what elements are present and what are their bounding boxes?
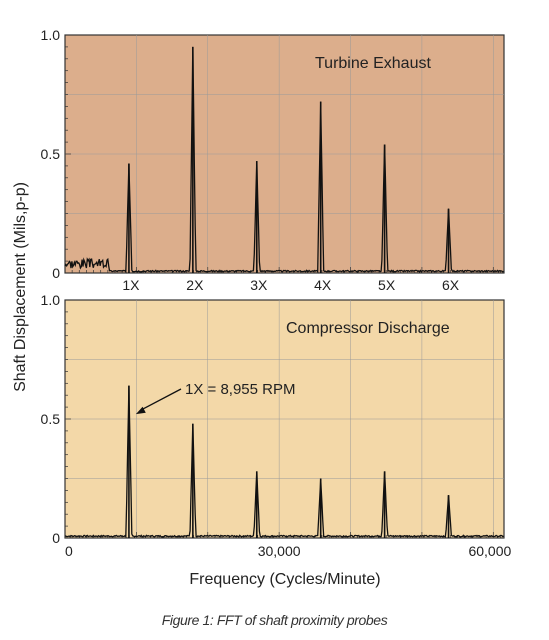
top-y-tick-max: 1.0 [41, 27, 61, 43]
figure-caption: Figure 1: FFT of shaft proximity probes [161, 612, 388, 628]
order-labels: 1X 2X 3X 4X 5X 6X [122, 277, 459, 293]
compressor-discharge-panel: Compressor Discharge 1.0 0.5 0 0 30,000 60… [41, 292, 512, 559]
bottom-y-tick-max: 1.0 [41, 292, 61, 308]
rpm-annotation: 1X = 8,955 RPM [185, 381, 295, 398]
order-label-1x: 1X [122, 277, 140, 293]
x-tick-label: 30,000 [258, 543, 301, 559]
bottom-panel-title: Compressor Discharge [286, 320, 450, 337]
top-grid [65, 35, 504, 273]
order-label-4x: 4X [314, 277, 332, 293]
annotation-arrow [140, 388, 182, 411]
order-label-3x: 3X [250, 277, 268, 293]
top-y-tick-zero: 0 [52, 265, 60, 281]
top-panel-title: Turbine Exhaust [315, 55, 431, 72]
annotation-arrowhead [135, 406, 146, 415]
order-label-2x: 2X [186, 277, 204, 293]
bottom-y-tick-mid: 0.5 [41, 411, 61, 427]
turbine-exhaust-trace [64, 46, 504, 274]
turbine-exhaust-panel: Turbine Exhaust 1.0 0.5 0 1X 2X 3X 4X 5X 6X [41, 27, 505, 293]
x-tick-label: 60,000 [468, 543, 511, 559]
order-label-6x: 6X [442, 277, 460, 293]
bottom-y-tick-zero: 0 [52, 530, 60, 546]
bottom-grid [65, 300, 504, 538]
x-tick-labels: 0 30,000 60,000 [65, 543, 511, 559]
y-axis-title: Shaft Displacement (Mils,p-p) [12, 182, 29, 392]
top-y-tick-mid: 0.5 [41, 146, 61, 162]
x-axis-title: Frequency (Cycles/Minute) [189, 571, 380, 588]
order-label-5x: 5X [378, 277, 396, 293]
compressor-discharge-trace [64, 385, 504, 539]
x-tick-label: 0 [65, 543, 73, 559]
